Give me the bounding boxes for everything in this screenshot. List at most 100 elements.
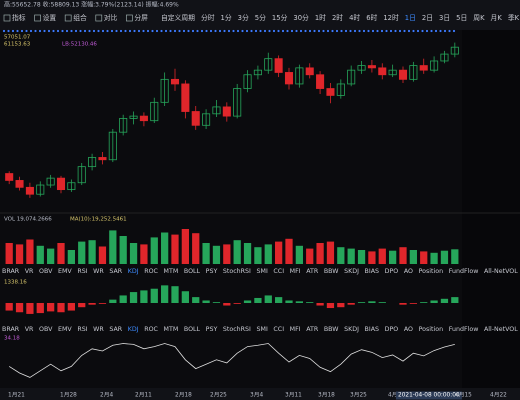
macd-bar (409, 303, 417, 304)
indicator-tab[interactable]: BOLL (184, 326, 201, 333)
period-button[interactable]: 周K (473, 14, 485, 22)
candle-body (295, 67, 304, 85)
indicator-tab[interactable]: BIAS (365, 326, 379, 333)
indicator-tab[interactable]: CCI (273, 268, 284, 275)
indicator-tab[interactable]: StochRSI (223, 326, 251, 333)
indicator-tab[interactable]: CCI (273, 326, 284, 333)
indicator-tab[interactable]: All-NetVOL (484, 268, 518, 275)
period-button[interactable]: 季K (508, 13, 520, 22)
volume-bar (264, 244, 272, 264)
indicator-tab[interactable]: BBW (324, 326, 339, 333)
indicator-tab[interactable]: VR (25, 326, 34, 333)
period-button[interactable]: 3分 (238, 13, 249, 22)
indicator-tab[interactable]: BOLL (184, 268, 201, 275)
indicator-tab[interactable]: AO (404, 268, 413, 275)
indicator-tab[interactable]: MTM (164, 268, 179, 275)
indicator-tab[interactable]: ROC (144, 268, 158, 275)
indicator-tab[interactable]: KDJ (128, 326, 139, 333)
macd-bar (254, 297, 262, 303)
indicator-tab[interactable]: PSY (206, 268, 218, 275)
indicator-tab[interactable]: ATR (306, 268, 319, 275)
candle-body (440, 53, 449, 62)
signal-dot (326, 29, 330, 33)
period-button[interactable]: 分时 (201, 13, 215, 22)
period-button[interactable]: 1分 (221, 13, 232, 22)
indicator-tab[interactable]: ATR (306, 326, 319, 333)
indicator-tab[interactable]: PSY (206, 326, 218, 333)
indicator-tab[interactable]: MFI (290, 268, 301, 275)
volume-bar (389, 250, 397, 264)
indicator-tab[interactable]: BBW (324, 268, 339, 275)
indicator-tab[interactable]: SAR (109, 326, 122, 333)
period-button[interactable]: 5分 (255, 13, 266, 22)
indicator-tab[interactable]: SMI (257, 268, 268, 275)
indicator-tab[interactable]: FundFlow (449, 268, 479, 275)
period-button[interactable]: 自定义周期 (161, 13, 195, 22)
volume-ma-label: MA(10):19,252.5461 (70, 217, 127, 223)
indicator-tab[interactable]: OBV (39, 326, 53, 333)
volume-bar (316, 243, 324, 264)
indicator-tab[interactable]: OBV (39, 268, 53, 275)
period-button[interactable]: 1时 (315, 13, 326, 22)
toolbar-button[interactable]: 设置 (43, 13, 57, 22)
signal-dot (25, 29, 28, 33)
candle-body (56, 177, 66, 191)
period-button[interactable]: 5日 (456, 14, 467, 22)
indicator-tab[interactable]: DPO (385, 326, 399, 333)
period-button[interactable]: 12时 (383, 13, 399, 22)
period-button[interactable]: 月K (491, 14, 503, 22)
toolbar-button[interactable]: 指标 (12, 13, 26, 22)
indicator-tab[interactable]: RSI (77, 326, 87, 333)
signal-dot (295, 29, 298, 33)
signal-dot (83, 29, 87, 33)
signal-dot (245, 29, 249, 33)
signal-dot (196, 29, 199, 33)
indicator-tab[interactable]: VR (25, 268, 34, 275)
indicator-tab[interactable]: MFI (290, 326, 301, 333)
indicator-tab[interactable]: All-NetVOL (484, 326, 518, 333)
indicator-tab[interactable]: BRAR (2, 268, 20, 275)
indicator-tab[interactable]: MTM (164, 326, 179, 333)
indicator-tab[interactable]: StochRSI (223, 268, 251, 275)
indicator-tab[interactable]: FundFlow (449, 326, 479, 333)
toolbar-icon (34, 14, 41, 22)
volume-bar (47, 248, 55, 264)
period-button[interactable]: 15分 (272, 13, 288, 22)
indicator-tab[interactable]: SKDJ (344, 268, 359, 275)
signal-dot (133, 29, 136, 33)
period-button[interactable]: 2时 (332, 13, 343, 22)
indicator-tab[interactable]: AO (404, 326, 413, 333)
indicator-tab[interactable]: WR (93, 268, 104, 275)
indicator-tab[interactable]: KDJ (128, 268, 139, 275)
period-button[interactable]: 3日 (439, 14, 450, 22)
macd-bar (285, 300, 293, 303)
indicator-tab[interactable]: SMI (257, 326, 268, 333)
period-button[interactable]: 4时 (349, 13, 360, 22)
macd-bar (202, 300, 210, 303)
signal-dot (214, 29, 217, 33)
macd-bar (78, 303, 86, 308)
indicator-tab[interactable]: BRAR (2, 326, 20, 333)
indicator-tab[interactable]: EMV (58, 268, 72, 275)
toolbar-button[interactable]: 对比 (104, 13, 118, 22)
indicator-tab[interactable]: RSI (77, 268, 87, 275)
macd-bar (109, 299, 117, 303)
period-button[interactable]: 1日 (405, 14, 416, 22)
toolbar-button[interactable]: 分屏 (134, 13, 148, 22)
indicator-tab[interactable]: EMV (58, 326, 72, 333)
candle-body (243, 74, 252, 89)
period-button[interactable]: 2日 (422, 14, 433, 22)
indicator-tab[interactable]: DPO (385, 268, 399, 275)
period-button[interactable]: 30分 (293, 13, 309, 22)
toolbar-button[interactable]: 组合 (73, 13, 87, 22)
candle-body (409, 65, 418, 80)
indicator-tab[interactable]: WR (93, 326, 104, 333)
indicator-tab[interactable]: BIAS (365, 268, 379, 275)
candle-body (326, 88, 335, 96)
indicator-tab[interactable]: SAR (109, 268, 122, 275)
indicator-tab[interactable]: ROC (144, 326, 158, 333)
period-button[interactable]: 6时 (366, 13, 377, 22)
indicator-tab[interactable]: Position (419, 268, 444, 275)
indicator-tab[interactable]: Position (419, 326, 444, 333)
indicator-tab[interactable]: SKDJ (344, 326, 359, 333)
